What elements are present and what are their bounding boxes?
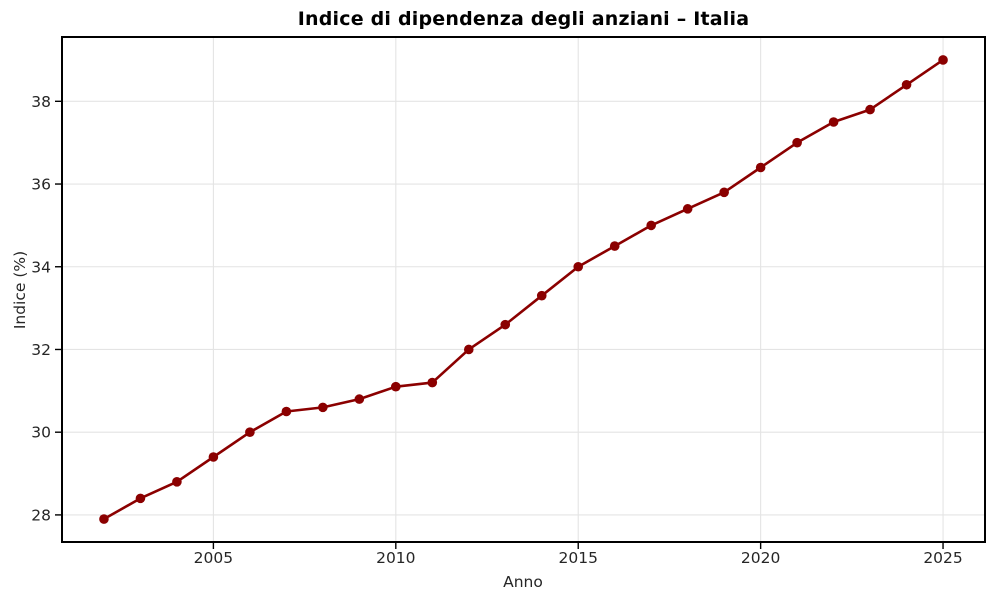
data-point — [938, 55, 948, 65]
data-point — [901, 79, 912, 90]
data-point — [318, 402, 328, 413]
x-tick-label: 2020 — [741, 549, 780, 567]
data-point — [646, 220, 656, 231]
x-tick-label: 2015 — [558, 549, 597, 567]
data-point — [682, 204, 693, 214]
plot-border — [61, 36, 986, 543]
x-tick-label: 2025 — [923, 549, 962, 567]
data-point — [792, 137, 802, 148]
data-point — [719, 187, 729, 198]
data-point — [427, 377, 438, 388]
data-point — [500, 319, 511, 330]
data-point — [245, 427, 255, 437]
y-tick-label: 30 — [31, 424, 51, 442]
y-tick-label: 38 — [31, 93, 51, 111]
x-tick-label: 2005 — [194, 549, 233, 567]
data-point — [172, 477, 182, 487]
y-tick-label: 32 — [31, 341, 51, 359]
data-point — [609, 241, 620, 251]
x-axis-label: Anno — [503, 573, 543, 591]
data-point — [573, 261, 584, 272]
data-point — [463, 344, 474, 355]
data-point — [865, 104, 875, 115]
y-axis-label: Indice (%) — [11, 251, 29, 329]
data-point — [135, 493, 146, 504]
y-tick-label: 36 — [31, 176, 51, 194]
data-point — [536, 290, 547, 301]
data-point — [354, 394, 365, 404]
data-point — [391, 381, 401, 392]
data-line — [102, 58, 945, 521]
data-point — [208, 452, 219, 462]
plot-area: 2005 2010 2015 2020 2025 28 30 32 34 36 38 — [31, 36, 986, 567]
chart-title: Indice di dipendenza degli anziani – Ita… — [297, 8, 750, 30]
x-tick-label: 2010 — [376, 549, 415, 567]
data-point — [99, 514, 109, 524]
y-tick-label: 28 — [31, 506, 51, 524]
data-point — [828, 117, 839, 127]
data-point — [281, 406, 292, 417]
y-tick-label: 34 — [31, 258, 51, 276]
data-point — [755, 162, 766, 173]
